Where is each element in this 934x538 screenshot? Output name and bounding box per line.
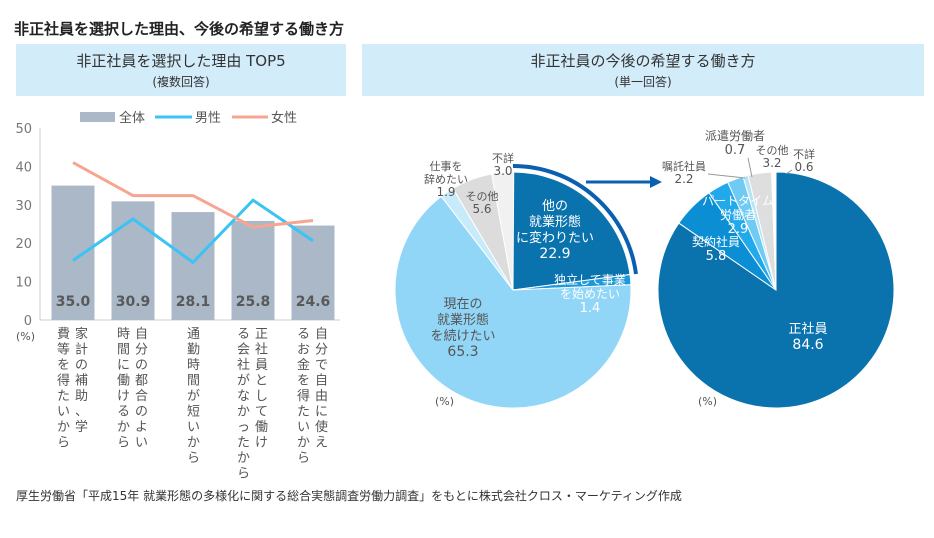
pie-label: 不詳 — [793, 147, 815, 161]
y-tick-label: 50 — [15, 122, 32, 137]
pie-value: 84.6 — [792, 337, 823, 353]
pie-label: 派遣労働者 — [705, 128, 765, 143]
legend-swatch-all — [80, 112, 115, 122]
pie-label: その他 — [466, 190, 499, 203]
leader-line — [747, 157, 753, 178]
pie-slice — [491, 171, 515, 291]
pie-label: 正社員 — [788, 321, 827, 337]
pie-value: 2.9 — [728, 222, 749, 237]
y-tick-label: 30 — [15, 199, 32, 214]
y-tick-label: 20 — [15, 237, 32, 252]
pie-value: 65.3 — [447, 344, 478, 360]
bar — [291, 225, 335, 320]
category-label: 通勤時間が短いから — [187, 327, 200, 466]
leader-line — [707, 173, 746, 179]
pie-value: 2.2 — [674, 172, 693, 186]
pie-slice — [771, 171, 777, 291]
bar-value-label: 25.8 — [236, 294, 271, 310]
pie-value: 5.8 — [706, 249, 727, 264]
left-panel-header: 非正社員を選択した理由 TOP5 (複数回答) — [16, 44, 346, 96]
category-label: 自分で自由に使えるお金を得たいから — [297, 327, 328, 466]
unit-label: (%) — [16, 330, 35, 343]
unit-label: (%) — [435, 395, 454, 408]
arrow-head-icon — [650, 176, 662, 188]
category-label: 正社員として働ける会社がなかったから — [237, 327, 268, 482]
pie-label: その他 — [756, 144, 789, 157]
pie-label: 契約社員 — [692, 234, 740, 249]
leader-line — [785, 169, 793, 175]
pie-value: 22.9 — [539, 246, 570, 262]
unit-label: (%) — [698, 395, 717, 408]
category-label: 家計の補助、学費等を得たいから — [57, 326, 88, 451]
source-note: 厚生労働省「平成15年 就業形態の多様化に関する総合実態調査労働力調査」をもとに… — [16, 489, 682, 503]
legend-label: 男性 — [195, 111, 221, 126]
pie-value: 0.7 — [725, 143, 746, 158]
pie-label: 独立して事業を始めたい — [554, 272, 626, 301]
pie-value: 1.4 — [580, 301, 601, 316]
pie-label: 他の就業形態に変わりたい — [516, 199, 594, 246]
bar — [171, 212, 215, 320]
y-tick-label: 40 — [15, 160, 32, 175]
bar-value-label: 30.9 — [116, 294, 151, 310]
page-title: 非正社員を選択した理由、今後の希望する働き方 — [14, 20, 345, 38]
bar — [111, 201, 155, 320]
pie-label: 不詳 — [492, 151, 514, 165]
right-panel-subtitle: (単一回答) — [614, 75, 672, 89]
pie-label: パートタイム労働者 — [702, 194, 774, 222]
pie-slice — [512, 171, 631, 291]
bar — [231, 220, 275, 320]
pie-value: 0.6 — [794, 160, 813, 174]
left-panel-title: 非正社員を選択した理由 TOP5 — [76, 52, 286, 70]
y-tick-label: 0 — [24, 314, 32, 329]
right-panel-header: 非正社員の今後の希望する働き方 (単一回答) — [362, 44, 924, 96]
pie-value: 3.2 — [762, 156, 781, 170]
category-label: 自分の都合のよい時間に働けるから — [117, 327, 148, 451]
pie-slice — [394, 195, 632, 409]
right-panel-title: 非正社員の今後の希望する働き方 — [530, 52, 756, 70]
y-tick-label: 10 — [15, 276, 32, 291]
bar-value-label: 35.0 — [56, 294, 91, 310]
highlight-arc — [512, 164, 638, 275]
pie-label: 現在の就業形態を続けたい — [430, 297, 495, 344]
pie-label: 嘱託社員 — [662, 159, 706, 173]
bar — [51, 185, 95, 320]
pie-value: 3.0 — [493, 164, 512, 178]
left-panel-subtitle: (複数回答) — [152, 75, 210, 89]
pie-label: 仕事を辞めたい — [424, 160, 468, 186]
legend-label: 全体 — [119, 110, 145, 126]
bar-value-label: 28.1 — [176, 294, 211, 310]
legend-label: 女性 — [271, 110, 297, 126]
pie-value: 5.6 — [472, 202, 491, 216]
pie-slice — [657, 171, 895, 409]
bar-value-label: 24.6 — [296, 294, 331, 310]
pie-value: 1.9 — [436, 185, 455, 199]
